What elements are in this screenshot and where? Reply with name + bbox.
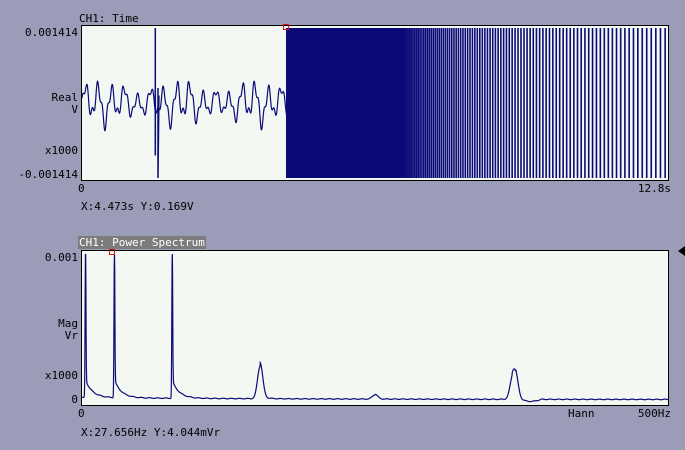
time-trace-quiet xyxy=(82,80,288,132)
time-y-bottom-label: -0.001414 xyxy=(18,168,78,181)
spectrum-trace xyxy=(82,253,668,403)
spectrum-y-unit-label: Mag xyxy=(58,317,78,330)
time-plot-area[interactable] xyxy=(81,25,669,181)
time-y-top-label: 0.001414 xyxy=(25,26,78,39)
time-y-scale-label: x1000 xyxy=(44,144,78,157)
time-y-unit-label: Real xyxy=(51,91,79,104)
time-y-unit2-label: V xyxy=(71,103,78,116)
time-x-start-label: 0 xyxy=(78,182,85,195)
time-cursor-marker[interactable] xyxy=(283,24,289,30)
spectrum-cursor-marker[interactable] xyxy=(109,249,115,255)
time-cursor-readout: X:4.473s Y:0.169V xyxy=(81,200,194,213)
spectrum-y-scale-label: x1000 xyxy=(44,369,78,382)
spectrum-x-start-label: 0 xyxy=(78,407,85,420)
spectrum-cursor-readout: X:27.656Hz Y:4.044mVr xyxy=(81,426,221,439)
time-trace-svg xyxy=(82,28,666,179)
spectrum-pane-title[interactable]: CH1: Power Spectrum xyxy=(78,236,206,249)
spectrum-y-top-label: 0.001 xyxy=(44,251,78,264)
spectrum-y-unit2-label: Vr xyxy=(64,329,78,342)
spectrum-window-label: Hann xyxy=(568,407,595,420)
spectrum-x-end-label: 500Hz xyxy=(637,407,671,420)
time-trace-spike-2 xyxy=(157,88,160,179)
spectrum-y-bottom-label: 0 xyxy=(71,393,78,406)
time-trace-dense xyxy=(285,28,666,178)
spectrum-plot-area[interactable] xyxy=(81,250,669,406)
pane-resize-arrow-icon[interactable] xyxy=(678,246,685,256)
spectrum-trace-svg xyxy=(82,253,668,403)
time-pane-title[interactable]: CH1: Time xyxy=(79,12,139,25)
time-x-end-label: 12.8s xyxy=(637,182,671,195)
time-pane: CH1: Time 0.001414 Real V x1000 -0.00141… xyxy=(0,0,685,220)
